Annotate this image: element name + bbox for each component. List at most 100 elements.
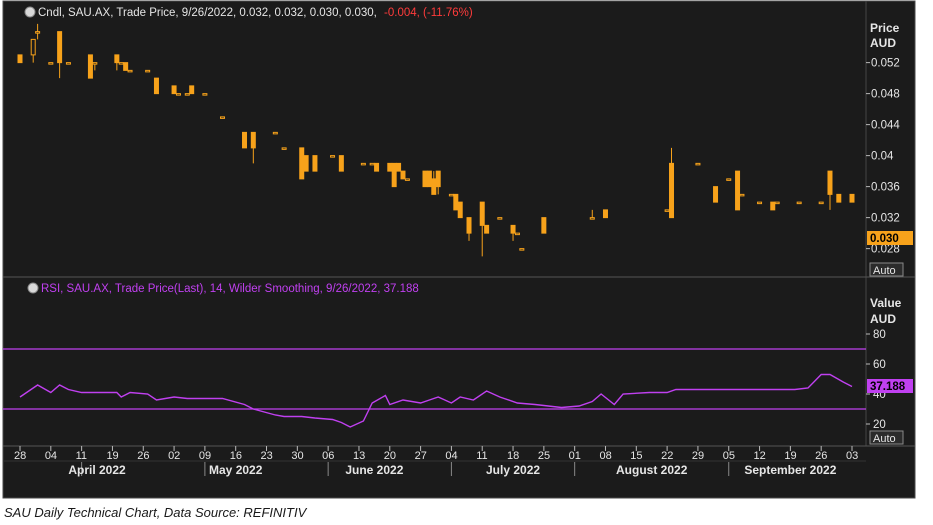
candle — [57, 31, 63, 79]
date-tick-label: 30 — [291, 450, 303, 462]
rsi-auto-button[interactable] — [869, 430, 904, 445]
candle-body — [757, 201, 763, 205]
candle — [484, 224, 490, 234]
candle — [114, 54, 120, 71]
candle — [312, 155, 318, 172]
candle-body — [360, 162, 366, 166]
candle — [695, 162, 701, 166]
candle-body — [338, 155, 344, 172]
candle — [330, 155, 336, 158]
date-tick-label: 05 — [723, 450, 735, 462]
price-ytick-label: 0.028 — [871, 244, 900, 256]
candle — [757, 201, 763, 205]
candle — [435, 170, 441, 195]
rsi-legend-text: RSI, SAU.AX, Trade Price(Last), 14, Wild… — [41, 283, 419, 295]
candle-body — [510, 224, 516, 234]
candle-body — [713, 186, 719, 203]
candle — [453, 193, 459, 211]
candle — [514, 232, 520, 236]
candle — [664, 209, 670, 212]
candle-body — [669, 162, 675, 219]
candle — [153, 77, 159, 95]
candle — [250, 131, 256, 164]
candle — [219, 116, 225, 119]
date-tick-label: 20 — [384, 450, 396, 462]
candle-body — [774, 201, 780, 205]
candle — [175, 93, 181, 96]
candle-body — [175, 93, 181, 96]
candle — [739, 193, 745, 197]
price-legend: Cndl, SAU.AX, Trade Price, 9/26/2022, 0.… — [24, 6, 473, 19]
candle — [497, 217, 503, 220]
candle — [396, 162, 402, 172]
candle — [145, 69, 151, 73]
candle-body — [35, 31, 41, 34]
candle — [519, 248, 525, 251]
rsi-toggle-icon[interactable] — [27, 282, 39, 294]
candle-body — [87, 54, 93, 79]
date-tick-label: 13 — [353, 450, 365, 462]
candle-body — [202, 93, 208, 96]
candle-body — [404, 178, 410, 181]
candle-body — [396, 162, 402, 172]
candle-body — [30, 38, 36, 56]
candle — [299, 147, 305, 180]
rsi-auto-label: Auto — [873, 433, 896, 445]
date-axis: 28 04 11 19 26 02 09 16 23 30 06 13 20 27 04 11 18 25 01 08… — [14, 446, 858, 477]
date-tick-label: 08 — [599, 450, 611, 462]
date-tick-label: 18 — [507, 450, 519, 462]
candle-body — [242, 131, 248, 149]
candle — [774, 201, 780, 205]
candle — [400, 170, 406, 180]
candle — [818, 201, 824, 205]
candle — [669, 147, 675, 219]
candle — [35, 23, 41, 40]
price-y-axis: 0.028 0.032 0.036 0.04 0.044 0.048 0.052 — [866, 58, 900, 256]
price-auto-button[interactable] — [869, 262, 904, 277]
candle-body — [770, 201, 776, 211]
candle-body — [739, 193, 745, 197]
candle-body — [127, 69, 133, 73]
candle — [466, 217, 472, 241]
candle — [338, 155, 344, 172]
candle-body — [281, 147, 287, 150]
candle — [360, 162, 366, 166]
month-label: May 2022 — [209, 463, 263, 477]
series-toggle-icon[interactable] — [24, 6, 36, 18]
date-tick-label: 02 — [168, 450, 180, 462]
candle-body — [369, 162, 375, 166]
date-tick-label: 22 — [661, 450, 673, 462]
price-ytick-label: 0.032 — [871, 213, 900, 225]
candle-body — [171, 85, 177, 95]
candle-body — [374, 162, 380, 172]
candle-body — [695, 162, 701, 166]
candle — [735, 170, 741, 211]
month-label: April 2022 — [68, 463, 126, 477]
candle — [796, 201, 802, 205]
candle-body — [426, 170, 432, 188]
rsi-axis-unit: AUD — [870, 312, 896, 326]
candle-body — [145, 69, 151, 73]
date-tick-label: 19 — [784, 450, 796, 462]
candle-body — [466, 217, 472, 234]
date-tick-label: 26 — [137, 450, 149, 462]
candle-body — [453, 193, 459, 211]
candle — [118, 62, 124, 65]
candle-body — [735, 170, 741, 211]
price-axis-title: Price — [870, 21, 900, 35]
candle-body — [541, 217, 547, 234]
candle — [827, 170, 833, 210]
candle-body — [48, 62, 54, 65]
candle — [171, 85, 177, 95]
price-axis-unit: AUD — [870, 36, 896, 50]
candle-body — [153, 77, 159, 95]
price-auto-label: Auto — [873, 265, 896, 277]
price-ytick-label: 0.04 — [871, 151, 894, 163]
candle — [479, 201, 485, 257]
rsi-ytick-label: 20 — [873, 419, 886, 431]
date-tick-label: 19 — [106, 450, 118, 462]
candle — [189, 85, 195, 95]
rsi-last-value-label: 37.188 — [870, 381, 906, 393]
candle-body — [431, 178, 437, 195]
